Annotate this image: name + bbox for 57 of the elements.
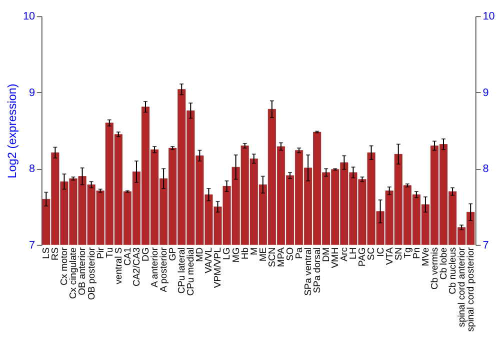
- x-tick-label: OB posterior: [86, 247, 96, 300]
- x-tick-label: A anterior: [149, 247, 160, 288]
- y-tick-label: 9: [28, 86, 36, 99]
- x-tick-label: SPa ventral: [303, 247, 314, 296]
- x-tick-label: M: [248, 247, 259, 256]
- x-tick-label: PAG: [357, 247, 368, 266]
- x-tick-label: Arc: [339, 247, 350, 262]
- y-axis-title: Log2 (expression): [5, 84, 20, 178]
- x-tick-label: RS: [50, 247, 60, 260]
- x-tick-label: LS: [41, 247, 52, 259]
- x-tick-label: MVe: [420, 247, 430, 266]
- x-tick-label: SO: [284, 247, 295, 261]
- x-tick-label: SC: [366, 247, 376, 260]
- x-tick-label: Pa: [294, 246, 304, 259]
- x-tick-label: Pn: [411, 247, 422, 259]
- y2-tick-label: 9: [482, 86, 489, 99]
- x-tick-label: Cb vermis: [429, 247, 440, 290]
- x-tick-label: spinal cord anterior: [456, 247, 467, 327]
- x-tick-label: DM: [321, 247, 332, 262]
- x-tick-label: MD: [194, 247, 205, 262]
- y-tick-label: 10: [22, 10, 36, 23]
- x-tick-label: VA/VL: [204, 247, 214, 274]
- x-tick-label: DG: [140, 247, 150, 262]
- y2-tick-label: 8: [482, 163, 489, 176]
- x-tick-label: VTA: [384, 246, 394, 265]
- x-tick-label: MPA: [276, 246, 286, 267]
- y2-tick-label: 7: [482, 239, 489, 252]
- x-tick-label: VMH: [330, 247, 340, 268]
- y2-tick-label: 10: [482, 10, 495, 23]
- x-tick-label: Tu: [104, 247, 114, 258]
- x-tick-label: IC: [375, 247, 386, 257]
- x-tick-label: GP: [168, 247, 178, 261]
- x-tick-label: VPM/VPL: [212, 247, 223, 288]
- x-tick-label: LH: [348, 247, 358, 260]
- y-tick-label: 7: [28, 239, 36, 252]
- x-tick-label: spinal cord posterior: [466, 247, 476, 332]
- x-tick-label: Tg: [402, 247, 412, 258]
- x-tick-label: SN: [393, 247, 404, 260]
- x-tick-label: SCN: [266, 247, 277, 268]
- x-tick-label: CPu medial: [186, 247, 196, 296]
- x-tick-label: OB anterior: [77, 247, 88, 296]
- x-tick-label: CPu lateral: [176, 247, 187, 294]
- x-tick-label: Cb lobe: [438, 247, 448, 280]
- x-tick-label: Cx cingulate: [68, 247, 78, 299]
- x-tick-label: ME: [258, 247, 268, 262]
- x-tick-label: Hb: [240, 247, 250, 260]
- x-tick-label: A posterior: [158, 247, 169, 292]
- x-tick-label: MG: [230, 247, 241, 262]
- x-tick-label: CA2/CA3: [131, 247, 142, 286]
- x-tick-label: LG: [222, 247, 232, 260]
- x-tick-label: Cx motor: [59, 247, 70, 286]
- x-tick-label: Cb nucleus: [448, 247, 458, 294]
- x-tick-label: ventral S: [113, 247, 124, 284]
- y-tick-label: 8: [28, 163, 36, 176]
- x-tick-label: SPa dorsal: [312, 247, 322, 294]
- x-tick-label: CA1: [122, 247, 132, 266]
- x-tick-label: Pir: [95, 247, 106, 259]
